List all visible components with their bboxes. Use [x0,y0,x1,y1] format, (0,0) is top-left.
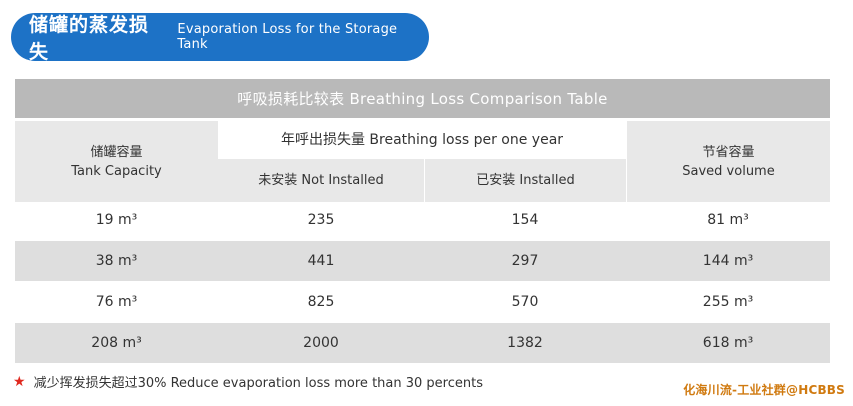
table-row: 19 m³ 235 154 81 m³ [15,199,830,240]
header-tank-capacity-zh: 储罐容量 [90,144,143,160]
table-row: 208 m³ 2000 1382 618 m³ [15,322,830,363]
cell-installed: 1382 [507,335,543,351]
section-title-en: Evaporation Loss for the Storage Tank [177,22,398,52]
cell-saved: 81 m³ [707,212,749,228]
cell-capacity: 208 m³ [91,335,142,351]
cell-not-installed: 235 [307,212,335,228]
section-title-zh: 储罐的蒸发损失 [29,14,150,63]
cell-installed: 154 [511,212,539,228]
cell-capacity: 76 m³ [95,294,138,310]
footnote: ★ 减少挥发损失超过30% Reduce evaporation loss mo… [13,372,483,392]
table-row: 76 m³ 825 570 255 m³ [15,281,830,322]
header-tank-capacity-en: Tank Capacity [71,163,162,179]
header-not-installed-label: 未安装 Not Installed [258,173,384,188]
cell-not-installed: 2000 [303,335,339,351]
header-saved-volume-zh: 节省容量 [702,144,755,160]
table-title: 呼吸损耗比较表 Breathing Loss Comparison Table [15,79,830,118]
header-saved-volume: 节省容量 Saved volume [627,121,830,202]
header-breathing-loss-group: 年呼出损失量 Breathing loss per one year [218,121,626,159]
cell-capacity: 38 m³ [95,253,138,269]
cell-not-installed: 441 [307,253,335,269]
header-breathing-loss-group-label: 年呼出损失量 Breathing loss per one year [280,131,564,148]
cell-saved: 255 m³ [702,294,754,310]
cell-installed: 570 [511,294,539,310]
breathing-loss-table: 呼吸损耗比较表 Breathing Loss Comparison Table … [15,79,830,363]
cell-saved: 618 m³ [702,335,754,351]
watermark: 化海川流-工业社群@HCBBS [683,383,845,397]
cell-saved: 144 m³ [702,253,754,269]
cell-capacity: 19 m³ [95,212,138,228]
star-icon: ★ [13,373,26,390]
header-not-installed: 未安装 Not Installed [218,159,424,202]
section-title-pill: 储罐的蒸发损失 Evaporation Loss for the Storage… [11,13,429,63]
header-tank-capacity: 储罐容量 Tank Capacity [15,121,218,202]
table-header: 储罐容量 Tank Capacity 年呼出损失量 Breathing loss… [15,118,830,202]
cell-not-installed: 825 [307,294,335,310]
cell-installed: 297 [511,253,539,269]
table-row: 38 m³ 441 297 144 m³ [15,240,830,281]
header-installed-label: 已安装 Installed [476,173,575,188]
header-saved-volume-en: Saved volume [682,163,775,179]
footnote-text: 减少挥发损失超过30% Reduce evaporation loss more… [33,376,483,391]
header-installed: 已安装 Installed [425,159,626,202]
